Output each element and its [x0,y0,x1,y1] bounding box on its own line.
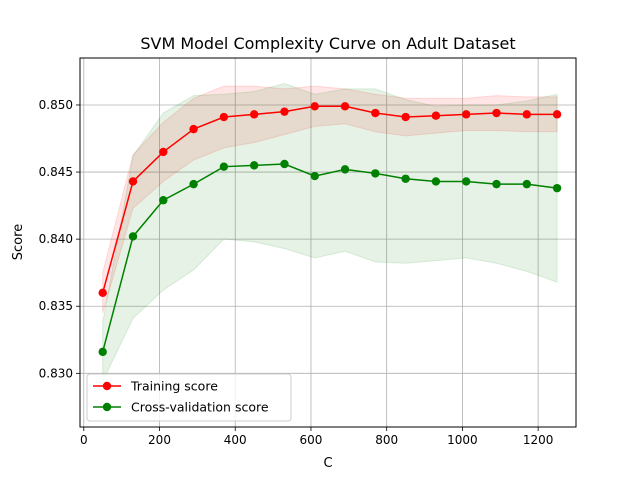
y-tick-label: 0.850 [39,98,73,112]
plot-area [79,57,577,428]
training-score-point [492,108,501,118]
cross-validation-score-point [401,174,410,183]
cross-validation-score-point [249,161,259,170]
series-lines [101,105,558,353]
x-axis-ticks: 0 200 400 600 800 1000 1200 [80,427,553,447]
legend-training-score-label: Training score [130,379,218,394]
cross-validation-score-point [219,162,229,171]
training-score-point [280,107,289,116]
training-score-point [249,110,259,119]
training-score-line [101,105,558,294]
legend: Training score Cross-validation score [86,373,292,422]
cross-validation-score-point [492,179,501,189]
training-score-point [522,110,531,119]
cross-validation-score-point [522,179,531,189]
training-score-point [159,147,168,157]
training-score-point [310,102,319,111]
x-tick-label: 800 [375,433,398,447]
cross-validation-score-band [102,82,558,382]
training-score-point [340,102,350,111]
cross-validation-score-point [310,171,319,181]
cross-validation-score-point [371,169,380,178]
training-score-point [552,110,562,119]
x-tick-label: 1000 [447,433,478,447]
cross-validation-score-point [552,183,562,193]
x-axis-label: C [323,456,332,471]
y-tick-label: 0.845 [39,165,73,179]
confidence-bands [102,82,558,382]
y-axis-label: Score [11,224,26,260]
cross-validation-score-line [101,163,558,353]
chart-title: SVM Model Complexity Curve on Adult Data… [140,34,515,53]
training-score-point [431,111,441,120]
training-score-point [98,288,107,298]
cross-validation-score-point [340,165,350,174]
cross-validation-score-point [461,177,471,186]
cross-validation-score-point [431,177,441,186]
training-score-band [102,85,558,314]
legend-entries: Training score Cross-validation score [93,379,269,415]
y-tick-label: 0.840 [39,232,73,246]
legend-box [86,373,292,422]
legend-cross-validation-score-label: Cross-validation score [131,400,269,415]
x-tick-label: 400 [224,433,247,447]
legend-training-score-marker [102,381,112,391]
x-tick-label: 1200 [523,433,554,447]
x-tick-label: 200 [148,433,171,447]
x-tick-label: 600 [300,433,323,447]
training-score-point [219,112,229,122]
cross-validation-score-point [98,347,107,357]
cross-validation-score-point [128,232,138,241]
training-score-point [461,110,471,119]
training-score-point [128,177,138,186]
x-tick-label: 0 [80,433,88,447]
cross-validation-score-point [280,159,289,169]
legend-cross-validation-score-marker [102,402,112,412]
axes-frame [79,57,577,428]
y-tick-label: 0.835 [39,299,73,313]
cross-validation-score-point [189,179,198,189]
cross-validation-score-point [159,196,168,205]
y-axis-ticks: 0.830 0.835 0.840 0.845 0.850 [39,98,80,380]
axes-background [80,58,576,427]
grid-lines [80,58,576,427]
training-score-point [189,124,198,134]
training-score-point [401,112,410,122]
y-tick-label: 0.830 [39,366,73,380]
training-score-point [371,108,380,118]
series-markers [98,102,562,357]
